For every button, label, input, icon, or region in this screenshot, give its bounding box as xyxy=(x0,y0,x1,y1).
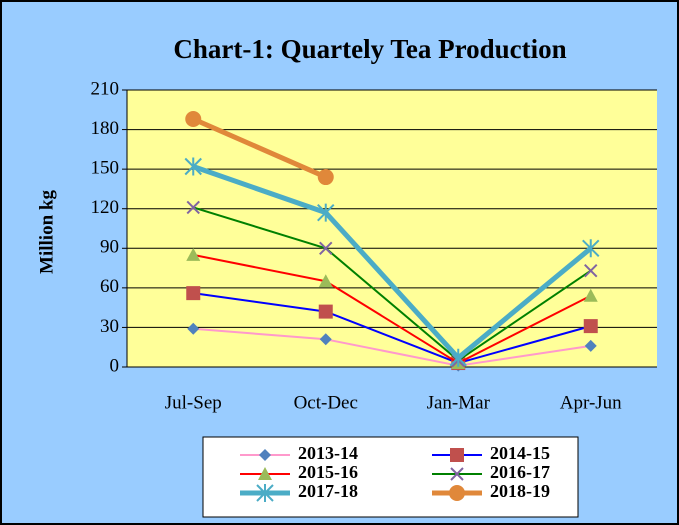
marker xyxy=(318,274,333,288)
marker xyxy=(449,485,465,501)
y-tick-label: 120 xyxy=(91,197,120,218)
marker xyxy=(450,467,464,481)
marker xyxy=(319,333,332,346)
y-tick-label: 210 xyxy=(91,78,120,99)
y-tick-label: 30 xyxy=(100,316,119,337)
y-axis-label: Million kg xyxy=(36,190,57,274)
series-line xyxy=(192,164,593,361)
marker xyxy=(186,286,201,301)
marker xyxy=(187,322,200,335)
legend-label: 2014-15 xyxy=(490,443,550,463)
y-tick-label: 0 xyxy=(110,355,120,376)
marker xyxy=(449,348,467,367)
marker xyxy=(258,467,272,480)
marker xyxy=(317,203,335,222)
series-line xyxy=(192,206,592,362)
y-tick-label: 150 xyxy=(91,158,120,179)
y-tick-label: 90 xyxy=(100,237,119,258)
series-line xyxy=(193,253,592,365)
legend-label: 2018-19 xyxy=(490,481,550,501)
marker xyxy=(318,304,333,319)
series-line xyxy=(193,292,592,365)
marker xyxy=(317,169,334,186)
y-tick-label: 60 xyxy=(100,276,119,297)
legend-label: 2015-16 xyxy=(298,462,358,482)
marker xyxy=(185,111,202,128)
marker xyxy=(319,241,333,255)
marker xyxy=(584,339,597,352)
legend-label: 2016-17 xyxy=(490,462,550,482)
x-tick-label: Apr-Jun xyxy=(560,392,622,413)
marker xyxy=(583,288,598,302)
x-tick-label: Jul-Sep xyxy=(165,392,222,413)
marker xyxy=(186,200,200,215)
series-line xyxy=(193,327,591,367)
legend-label: 2017-18 xyxy=(298,481,358,501)
x-tick-label: Oct-Dec xyxy=(294,392,358,413)
marker xyxy=(184,157,202,176)
x-tick-label: Jan-Mar xyxy=(427,392,491,413)
marker xyxy=(450,448,464,462)
marker xyxy=(259,449,271,461)
marker xyxy=(583,319,598,334)
marker xyxy=(256,484,274,502)
marker xyxy=(186,247,201,261)
marker xyxy=(584,264,598,278)
plot-area xyxy=(127,90,657,367)
y-tick-label: 180 xyxy=(91,118,120,139)
legend-label: 2013-14 xyxy=(298,443,358,463)
marker xyxy=(582,239,600,258)
series-line xyxy=(192,116,327,180)
chart-title: Chart-1: Quartely Tea Production xyxy=(173,34,566,64)
